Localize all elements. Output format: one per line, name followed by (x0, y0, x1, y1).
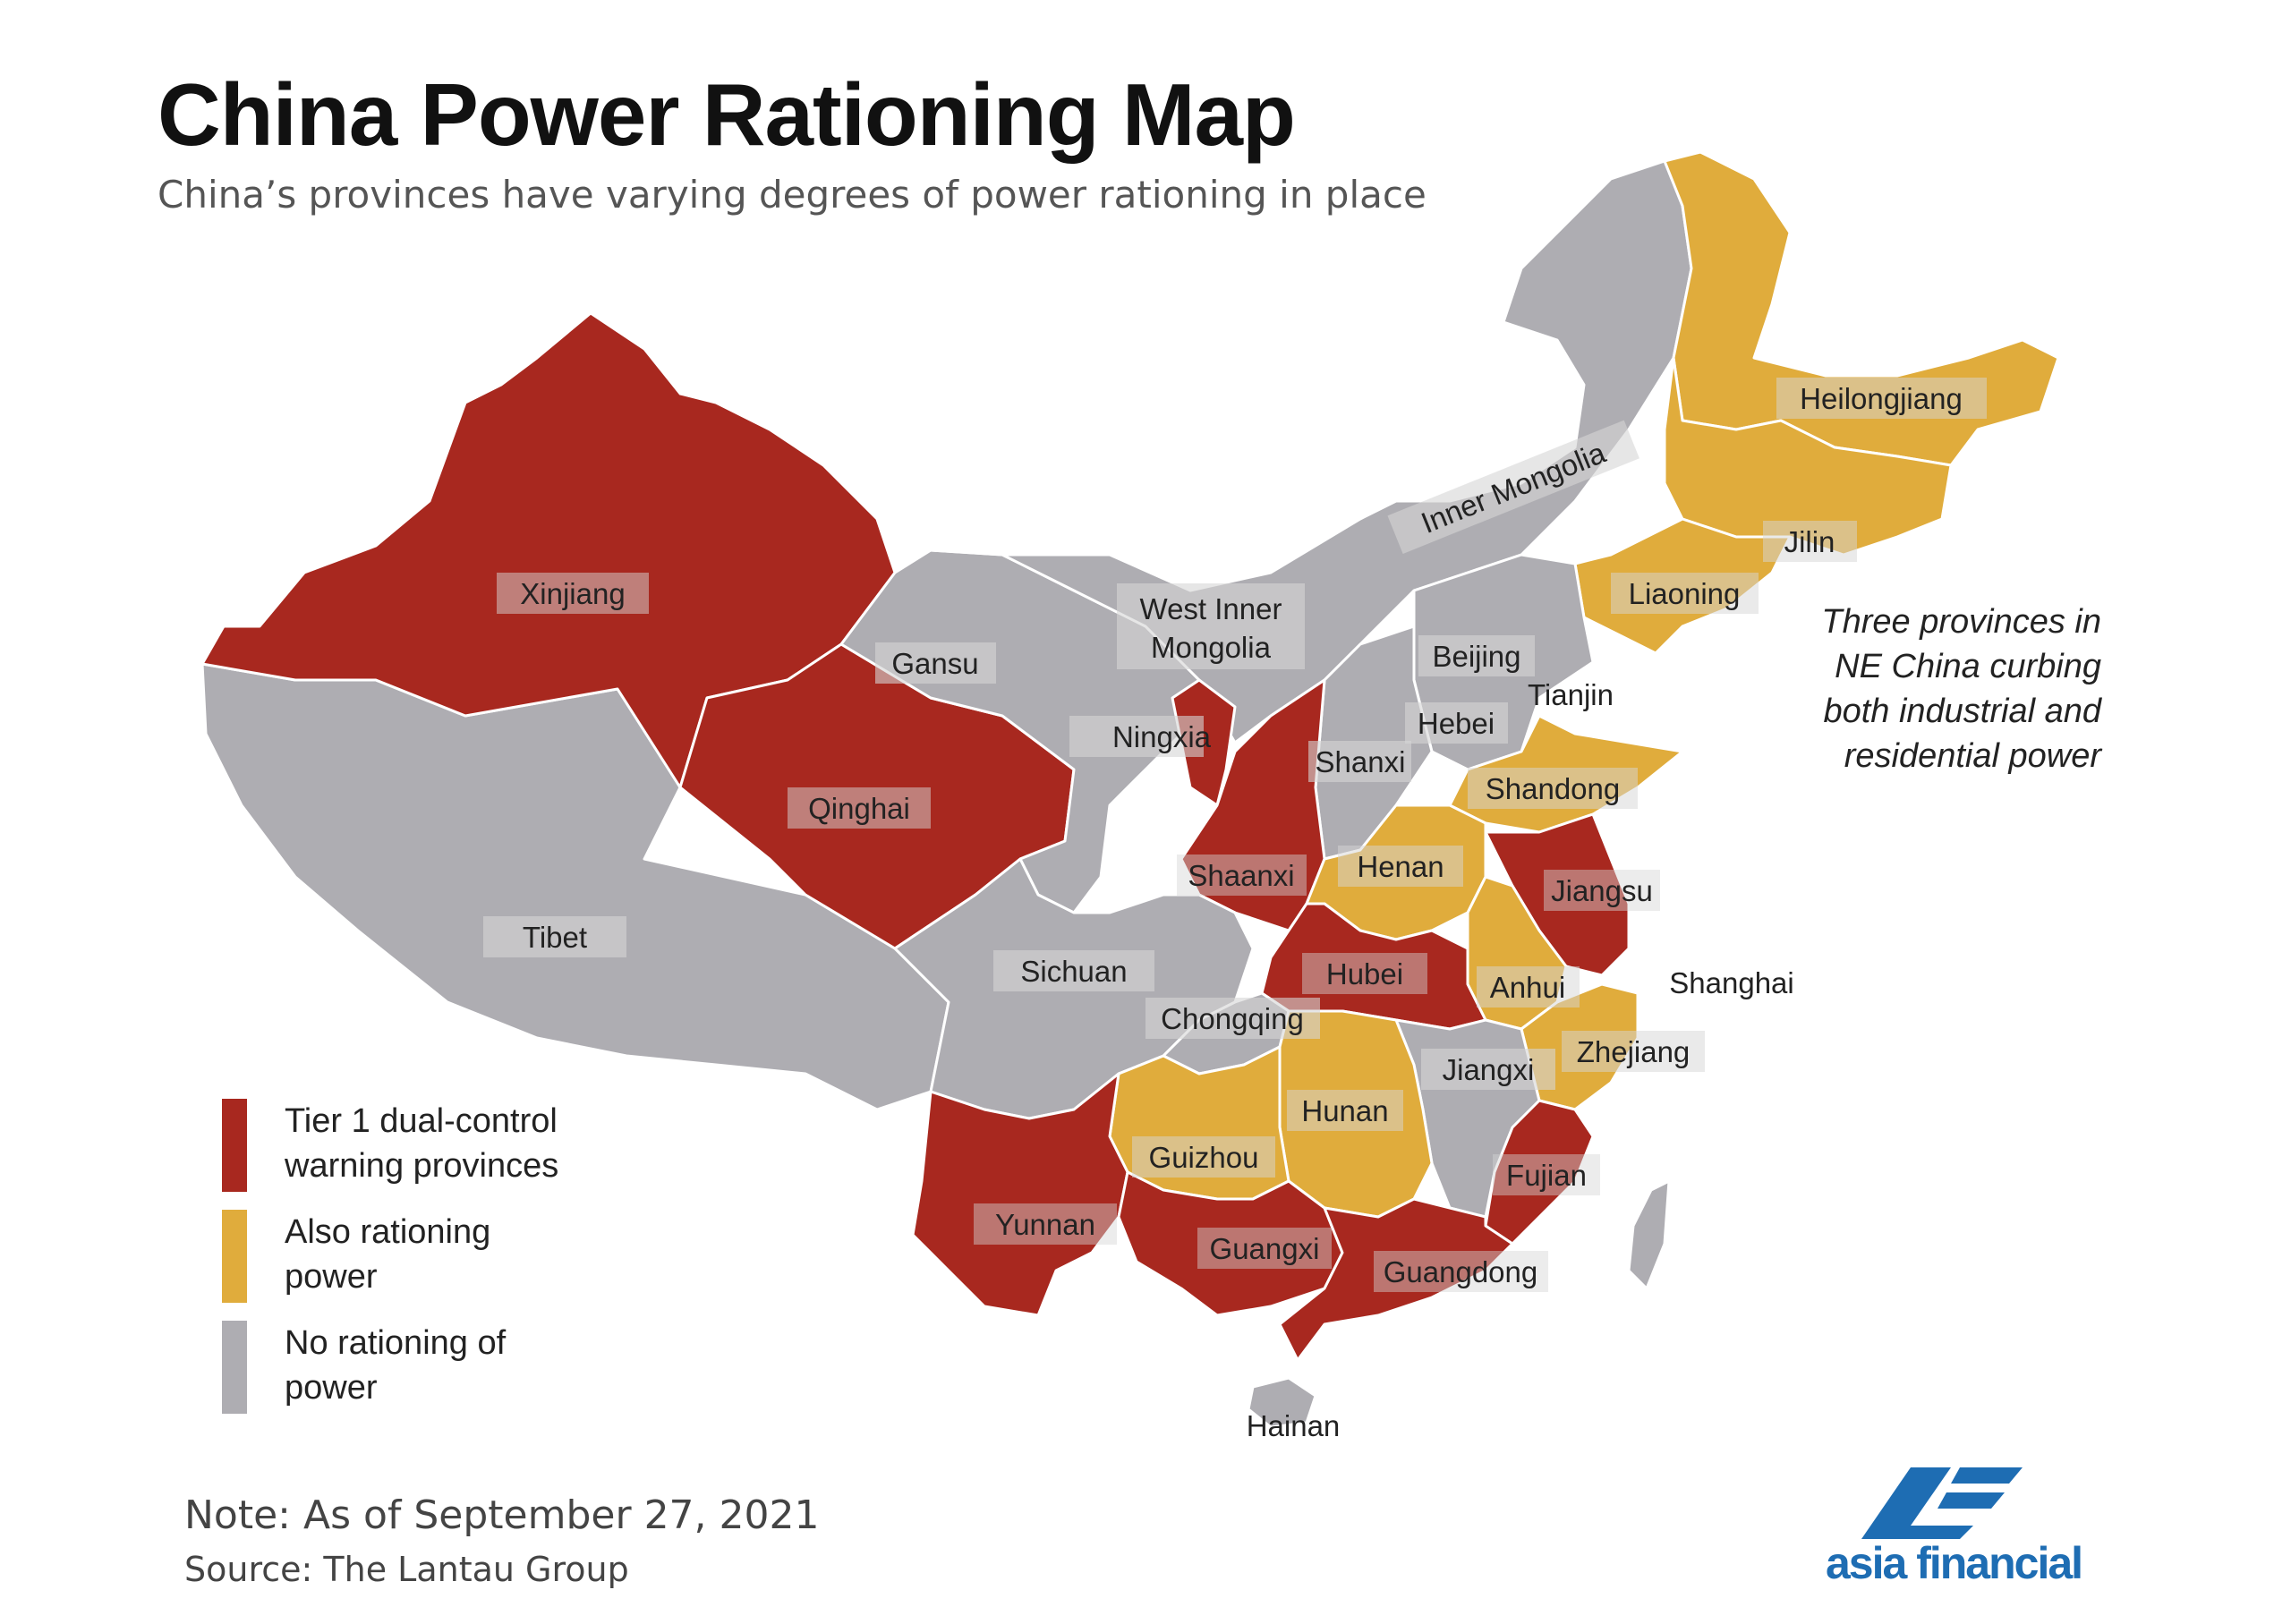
province-fujian (1484, 1099, 1595, 1246)
label-beijing: Beijing (1432, 640, 1520, 673)
label-west-inner-mongolia-2: Mongolia (1151, 631, 1272, 664)
legend-swatch-tier1 (222, 1099, 247, 1192)
legend-swatch-rationing (222, 1210, 247, 1303)
ne-annotation: Three provinces in NE China curbing both… (1761, 599, 2101, 778)
legend-swatch-none (222, 1321, 247, 1414)
label-henan: Henan (1357, 850, 1444, 883)
map-title: China Power Rationing Map (158, 65, 1296, 164)
note-text: Note: As of September 27, 2021 (184, 1492, 820, 1538)
label-jiangxi: Jiangxi (1443, 1053, 1535, 1086)
label-shandong: Shandong (1486, 772, 1620, 805)
map-subtitle: China’s provinces have varying degrees o… (158, 173, 1427, 217)
label-jilin: Jilin (1784, 525, 1835, 558)
island-taiwan (1627, 1179, 1671, 1290)
label-qinghai: Qinghai (808, 792, 910, 825)
province-xinjiang (200, 311, 897, 789)
label-shaanxi: Shaanxi (1188, 859, 1294, 892)
legend-none-line2: power (285, 1369, 378, 1407)
label-zhejiang: Zhejiang (1577, 1035, 1691, 1068)
legend-rationing-line2: power (285, 1258, 378, 1296)
label-shanxi: Shanxi (1316, 745, 1406, 778)
label-guangdong: Guangdong (1384, 1255, 1538, 1288)
label-xinjiang: Xinjiang (520, 577, 625, 610)
legend-tier1: Tier 1 dual-control warning provinces (222, 1099, 558, 1192)
label-sichuan: Sichuan (1020, 955, 1127, 988)
legend-text-tier1: Tier 1 dual-control warning provinces (285, 1099, 558, 1188)
label-gansu: Gansu (891, 647, 978, 680)
label-hunan: Hunan (1301, 1094, 1388, 1127)
legend-rationing-line1: Also rationing (285, 1213, 491, 1251)
label-west-inner-mongolia-1: West Inner (1140, 592, 1282, 625)
legend-text-none: No rationing of power (285, 1321, 506, 1410)
source-text: Source: The Lantau Group (184, 1550, 629, 1589)
province-yunnan (911, 1072, 1129, 1317)
legend-tier1-line1: Tier 1 dual-control (285, 1102, 558, 1140)
label-liaoning: Liaoning (1629, 577, 1741, 610)
label-tibet: Tibet (523, 921, 587, 954)
province-jilin (1663, 356, 1953, 557)
label-jiangsu: Jiangsu (1551, 874, 1653, 907)
label-yunnan: Yunnan (995, 1208, 1095, 1241)
legend-rationing: Also rationing power (222, 1210, 490, 1303)
label-shanghai: Shanghai (1669, 966, 1793, 999)
legend-none-line1: No rationing of (285, 1324, 507, 1362)
province-hainan (1247, 1376, 1317, 1429)
annotation-line3: both industrial and (1823, 693, 2101, 730)
label-tianjin: Tianjin (1528, 678, 1614, 711)
label-chongqing: Chongqing (1161, 1002, 1304, 1035)
label-heilongjiang: Heilongjiang (1800, 382, 1963, 415)
legend-text-rationing: Also rationing power (285, 1210, 490, 1299)
annotation-line1: Three provinces in (1821, 603, 2101, 641)
legend-none: No rationing of power (222, 1321, 506, 1414)
province-guangdong (1278, 1197, 1514, 1362)
legend-tier1-line2: warning provinces (285, 1147, 559, 1185)
annotation-line4: residential power (1844, 737, 2101, 775)
annotation-line2: NE China curbing (1835, 648, 2101, 685)
label-hainan: Hainan (1247, 1409, 1341, 1442)
label-fujian: Fujian (1506, 1159, 1587, 1192)
label-ningxia: Ningxia (1112, 720, 1212, 753)
label-hubei: Hubei (1326, 957, 1403, 991)
label-hebei: Hebei (1418, 707, 1495, 740)
label-guizhou: Guizhou (1149, 1141, 1259, 1174)
asia-financial-logo-icon (1861, 1467, 2023, 1539)
label-anhui: Anhui (1490, 971, 1565, 1004)
logo-text: asia financial (1826, 1538, 2083, 1588)
label-guangxi: Guangxi (1210, 1232, 1320, 1265)
